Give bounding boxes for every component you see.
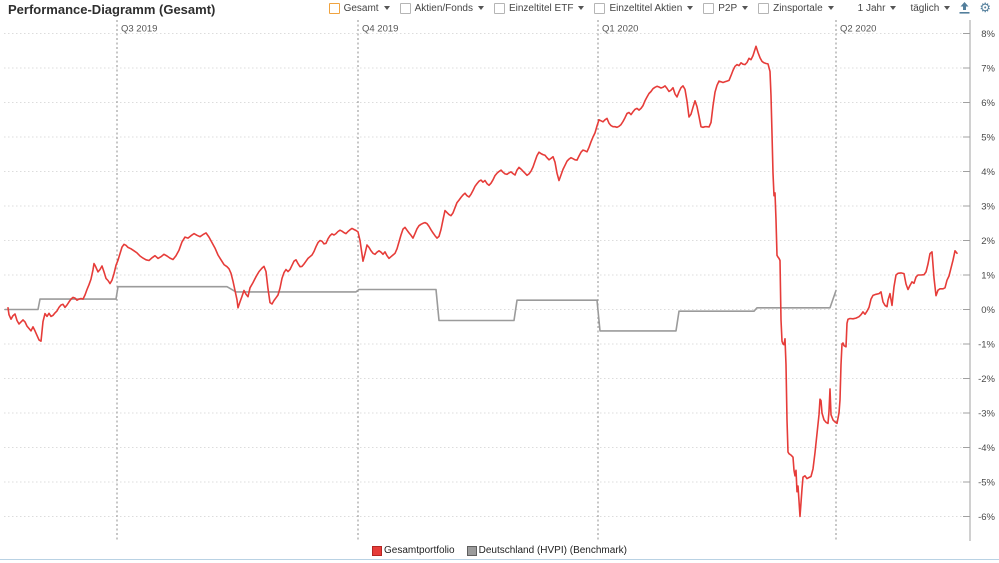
series-gesamtportfolio (7, 45, 958, 518)
filter-label: Einzeltitel ETF (508, 2, 574, 14)
quarter-label: Q4 2019 (362, 24, 398, 35)
period-label: 1 Jahr (857, 2, 886, 14)
filter-einzeltitel-aktien[interactable]: Einzeltitel Aktien (594, 2, 694, 14)
chart-legend: Gesamtportfolio Deutschland (HVPI) (Bench… (0, 545, 999, 556)
checkbox-einzeltitel-etf[interactable] (493, 2, 505, 14)
filter-aktien-fonds[interactable]: Aktien/Fonds (399, 2, 484, 14)
legend-item-deutschland-hvpi-benchmark: Deutschland (HVPI) (Benchmark) (466, 545, 627, 556)
chevron-down-icon[interactable] (578, 6, 585, 10)
quarter-label: Q3 2019 (121, 24, 157, 35)
y-tick-label: 6% (981, 98, 995, 109)
checkbox-einzeltitel-aktien[interactable] (594, 2, 606, 14)
filter-label: Zinsportale (773, 2, 823, 14)
y-tick-label: 8% (981, 29, 995, 40)
interval-label: täglich (910, 2, 940, 14)
y-tick-label: 7% (981, 64, 995, 75)
y-tick-label: -3% (978, 409, 995, 420)
legend-item-gesamtportfolio: Gesamtportfolio (372, 545, 455, 556)
chevron-down-icon[interactable] (890, 6, 897, 10)
legend-swatch (372, 545, 382, 556)
filter-label: P2P (718, 2, 738, 14)
checkbox-zinsportale[interactable] (758, 2, 770, 14)
y-tick-label: -1% (978, 340, 995, 351)
filter-gesamt[interactable]: Gesamt (328, 2, 390, 14)
y-tick-label: 0% (981, 305, 995, 316)
quarter-label: Q1 2020 (602, 24, 638, 35)
filter-label: Einzeltitel Aktien (609, 2, 683, 14)
export-button[interactable] (959, 2, 970, 14)
checkbox-aktien-fonds[interactable] (399, 2, 411, 14)
upload-icon (959, 2, 970, 14)
bottom-divider (0, 559, 999, 560)
y-tick-label: 4% (981, 167, 995, 178)
filter-label: Aktien/Fonds (414, 2, 473, 14)
chevron-down-icon[interactable] (742, 6, 749, 10)
filter-p2p[interactable]: P2P (703, 2, 749, 14)
chevron-down-icon[interactable] (477, 6, 484, 10)
gear-icon: ⚙ (979, 0, 991, 15)
legend-swatch (466, 545, 477, 556)
period-dropdown[interactable]: 1 Jahr (858, 3, 897, 14)
y-tick-label: 3% (981, 202, 995, 213)
checkbox-p2p[interactable] (703, 2, 715, 14)
chevron-down-icon[interactable] (944, 6, 951, 10)
interval-dropdown[interactable]: täglich (910, 2, 951, 14)
chevron-down-icon[interactable] (687, 6, 694, 10)
settings-button[interactable]: ⚙ (979, 0, 991, 15)
page-title: Performance-Diagramm (Gesamt) (8, 2, 216, 17)
y-tick-label: 5% (981, 133, 995, 144)
legend-label: Deutschland (HVPI) (Benchmark) (478, 545, 627, 556)
filter-zinsportale[interactable]: Zinsportale (758, 2, 834, 14)
y-tick-label: -4% (978, 443, 995, 454)
chevron-down-icon[interactable] (827, 6, 834, 10)
y-tick-label: -6% (978, 512, 995, 523)
y-tick-label: 1% (981, 271, 995, 282)
checkbox-gesamt[interactable] (328, 2, 340, 14)
y-tick-label: -2% (978, 374, 995, 385)
filter-label: Gesamt (343, 2, 379, 14)
chevron-down-icon[interactable] (383, 6, 390, 10)
filter-bar: Gesamt Aktien/Fonds Einzeltitel ETF Einzelt… (319, 1, 991, 15)
filter-einzeltitel-etf[interactable]: Einzeltitel ETF (493, 2, 585, 14)
quarter-label: Q2 2020 (840, 24, 876, 35)
legend-label: Gesamtportfolio (384, 545, 455, 556)
y-tick-label: -5% (978, 478, 995, 489)
series-deutschland-hvpi-benchmark (4, 285, 837, 332)
y-tick-label: 2% (981, 236, 995, 247)
